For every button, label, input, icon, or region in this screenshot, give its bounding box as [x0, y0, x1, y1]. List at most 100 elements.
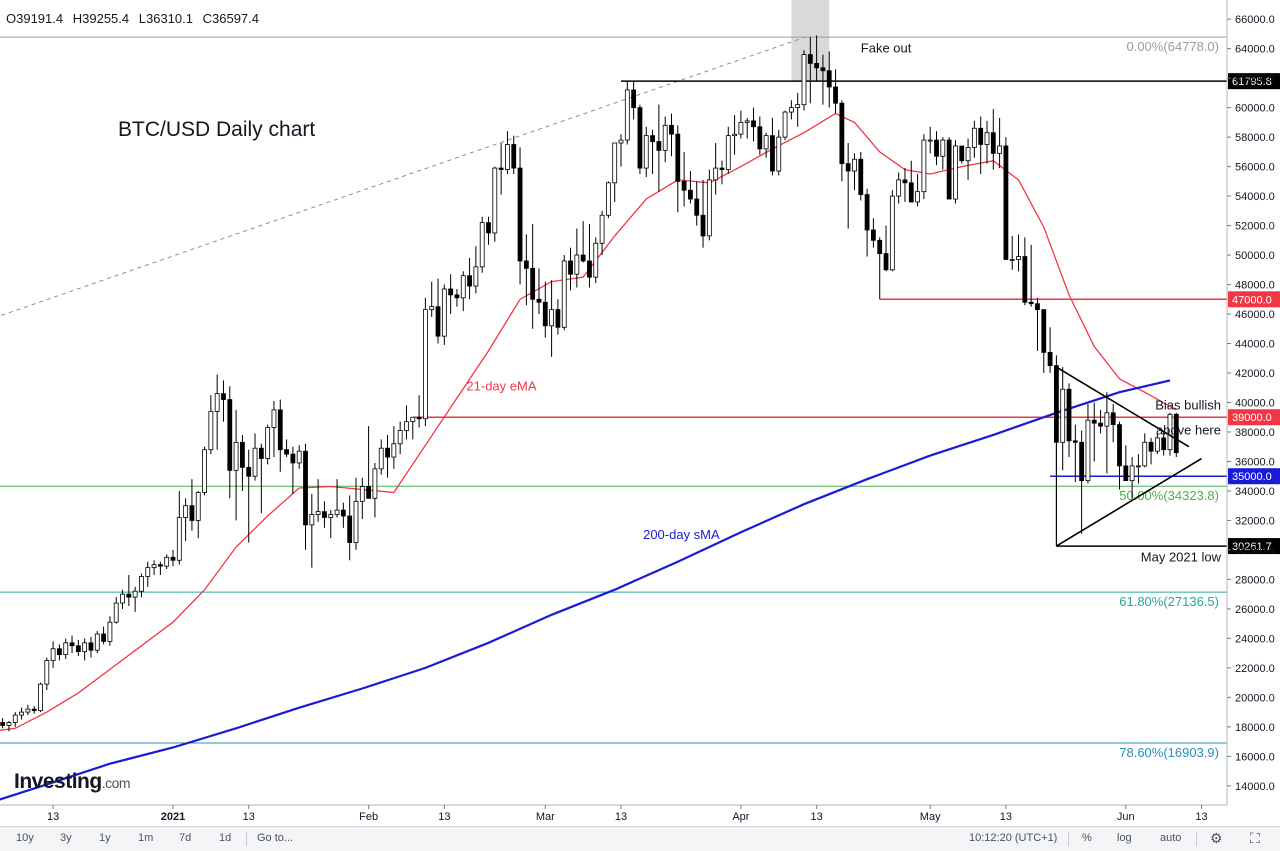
candle-body: [404, 421, 409, 431]
candle: [788, 100, 794, 120]
candle-body: [75, 645, 81, 653]
fullscreen-icon[interactable]: ⛶: [1250, 830, 1260, 846]
candle-body: [700, 214, 706, 237]
range-1y-button[interactable]: 1y: [99, 832, 111, 844]
candle-body: [139, 576, 144, 592]
candle: [883, 225, 889, 272]
candle-body: [908, 182, 914, 203]
candle-body: [523, 260, 529, 269]
time-readout: 10:12:20 (UTC+1): [969, 832, 1058, 844]
candle: [637, 104, 643, 174]
candle: [183, 498, 189, 542]
range-3y-button[interactable]: 3y: [60, 832, 72, 844]
candle-body: [921, 139, 927, 193]
series-line: [0, 112, 1177, 731]
candle-body: [202, 449, 207, 493]
candle-body: [38, 683, 43, 712]
candle: [139, 573, 144, 598]
candle-body: [1072, 440, 1078, 443]
level-price-tag: [1228, 538, 1280, 555]
price-chart[interactable]: 0.00%(64778.0) 50.00%(34323.8) 61.80%(2713…: [0, 0, 1280, 826]
candle-body: [1117, 424, 1122, 467]
candle-body: [732, 133, 737, 137]
percent-toggle[interactable]: %: [1082, 832, 1092, 844]
candle: [763, 132, 769, 158]
candle: [441, 284, 447, 345]
candle: [94, 631, 100, 654]
level-price-tag: [1228, 291, 1280, 308]
gear-icon[interactable]: ⚙: [1210, 830, 1223, 846]
candle: [328, 510, 334, 539]
candle-body: [965, 147, 971, 162]
candle: [422, 297, 428, 427]
candle: [934, 131, 939, 166]
candle: [706, 169, 712, 241]
candle-body: [252, 447, 258, 477]
candle: [631, 81, 637, 120]
candle-body: [378, 447, 384, 470]
log-toggle[interactable]: log: [1117, 832, 1132, 844]
candle: [378, 439, 384, 475]
candle: [1028, 244, 1034, 307]
candle-body: [782, 111, 788, 138]
candle-body: [1047, 351, 1053, 367]
candle-body: [120, 593, 125, 604]
candle-body: [826, 70, 832, 88]
goto-button[interactable]: Go to...: [257, 832, 294, 844]
candle: [978, 116, 984, 174]
candle: [700, 179, 706, 248]
candle: [681, 151, 687, 207]
candle: [807, 36, 813, 104]
range-7d-button[interactable]: 7d: [179, 832, 192, 844]
candle-body: [347, 515, 353, 543]
candle: [309, 493, 315, 568]
candle: [435, 278, 441, 344]
y-tick-label: 34000.0: [1235, 486, 1275, 498]
candle-body: [25, 708, 31, 713]
candle-body: [688, 189, 693, 200]
y-tick-label: 36000.0: [1235, 456, 1275, 468]
candle-body: [322, 511, 327, 518]
x-tick-label: Feb: [359, 811, 378, 823]
candle: [770, 117, 775, 176]
candle: [63, 638, 69, 660]
candle-body: [164, 556, 170, 567]
range-1m-button[interactable]: 1m: [138, 832, 154, 844]
candle-body: [953, 145, 958, 200]
candle: [322, 501, 327, 528]
candle: [662, 116, 668, 163]
range-10y-button[interactable]: 10y: [16, 832, 34, 844]
candle-body: [940, 139, 946, 157]
candle-body: [296, 450, 302, 464]
candle: [151, 560, 157, 575]
candle-body: [776, 136, 782, 172]
candle: [656, 104, 662, 192]
range-1d-button[interactable]: 1d: [219, 832, 232, 844]
candle-body: [132, 590, 138, 598]
candle: [719, 160, 725, 185]
candle: [120, 589, 125, 609]
candle: [953, 140, 958, 204]
candle: [359, 477, 365, 519]
candle-body: [1060, 388, 1066, 443]
candle: [277, 399, 283, 472]
candle: [12, 712, 18, 727]
candle: [1035, 297, 1040, 351]
candle: [6, 720, 12, 732]
toolbar-separator: [246, 832, 247, 846]
candle-body: [353, 500, 359, 543]
candle: [1047, 327, 1053, 374]
level-price-label: 61795.8: [1232, 76, 1272, 88]
candle-body: [902, 179, 908, 184]
candle: [1117, 421, 1122, 490]
candle-body: [889, 195, 895, 271]
candle: [669, 113, 674, 157]
level-price-label: 35000.0: [1232, 471, 1272, 483]
candle-body: [416, 416, 422, 420]
auto-toggle[interactable]: auto: [1160, 832, 1182, 844]
candle-body: [997, 145, 1003, 154]
fib-label: 50.00%(34323.8): [1119, 488, 1219, 503]
candle-body: [574, 254, 580, 275]
annotation-bias-bullish: Bias bullish: [1155, 397, 1221, 412]
